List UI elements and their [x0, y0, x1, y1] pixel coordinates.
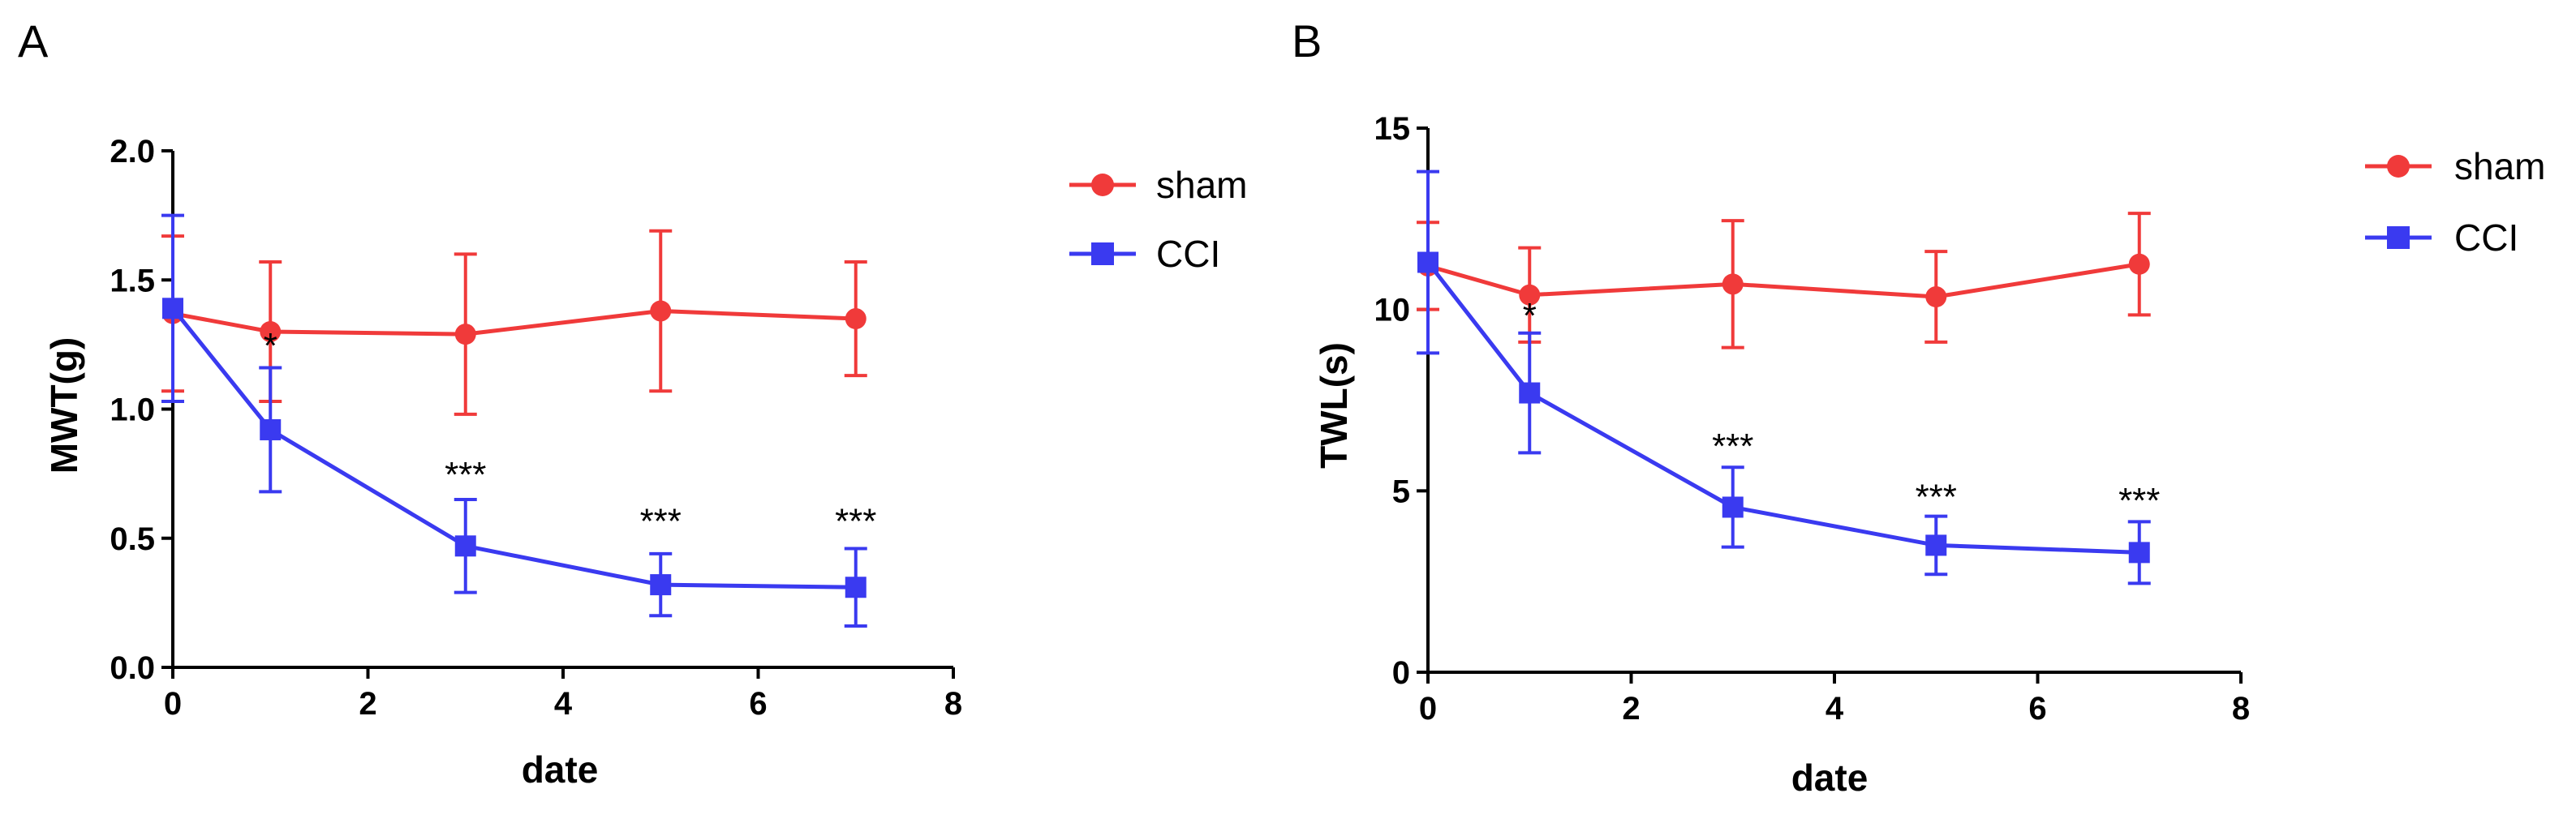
data-point-sham [1519, 284, 1541, 306]
x-axis-label: date [522, 748, 599, 791]
y-tick-label: 5 [1392, 474, 1410, 509]
x-tick-label: 8 [2232, 691, 2250, 727]
x-tick-label: 0 [164, 686, 182, 722]
legend-item-cci: CCI [2365, 217, 2518, 259]
x-tick-label: 8 [944, 686, 962, 722]
y-axis-label: TWL(s) [1313, 342, 1355, 469]
data-point-cci [1519, 382, 1541, 404]
data-point-cci [162, 298, 183, 319]
significance-label: *** [835, 501, 876, 541]
legend-item-cci: CCI [1069, 233, 1220, 275]
data-point-sham [1925, 286, 1947, 308]
x-tick-label: 2 [1622, 691, 1640, 727]
x-axis-label: date [1791, 757, 1869, 799]
legend: sham CCI [2365, 145, 2545, 259]
legend-marker-cci [1091, 242, 1114, 265]
y-tick-label: 10 [1374, 293, 1411, 328]
y-tick-label: 0 [1392, 655, 1410, 691]
data-point-cci [650, 574, 672, 596]
significance-label: *** [1712, 427, 1753, 466]
significance-label: * [264, 326, 277, 366]
x-tick-label: 0 [1419, 691, 1437, 727]
legend: sham CCI [1069, 164, 1247, 275]
significance-label: *** [2118, 481, 2160, 521]
y-tick-label: 2.0 [110, 134, 155, 169]
significance-label: *** [1916, 478, 1957, 517]
data-point-cci [845, 577, 867, 598]
y-tick-label: 0.0 [110, 650, 155, 686]
y-tick-label: 0.5 [110, 521, 155, 557]
data-point-cci [260, 418, 282, 440]
data-point-sham [650, 300, 672, 322]
legend-marker-cci [2387, 226, 2410, 249]
x-tick-label: 2 [359, 686, 376, 722]
y-axis-label: MWT(g) [43, 337, 85, 474]
legend-marker-sham [2387, 155, 2410, 178]
legend-label-sham: sham [1156, 164, 1247, 206]
data-point-cci [1722, 496, 1744, 518]
legend-label-cci: CCI [1156, 233, 1220, 275]
data-point-sham [260, 320, 282, 342]
significance-label: *** [445, 455, 486, 495]
x-tick-label: 4 [1826, 691, 1844, 727]
panel-label: B [1292, 15, 1322, 66]
data-point-cci [1417, 251, 1439, 273]
plot-area: 0.00.51.01.52.00 2 4 6 8******* *** [110, 134, 962, 722]
significance-label: *** [640, 501, 682, 541]
data-point-cci [1925, 534, 1947, 556]
panel-a: A 0.00.51.01.52.00 2 4 6 8******* *** date MW… [18, 15, 1247, 791]
x-tick-label: 4 [554, 686, 573, 722]
data-point-cci [454, 535, 476, 557]
legend-item-sham: sham [2365, 145, 2545, 187]
panel-label: A [18, 15, 49, 66]
y-tick-label: 15 [1374, 111, 1411, 147]
y-tick-label: 1.5 [110, 263, 155, 298]
legend-label-sham: sham [2454, 145, 2545, 187]
x-tick-label: 6 [2028, 691, 2046, 727]
data-point-cci [2128, 542, 2150, 564]
legend-marker-sham [1091, 174, 1114, 196]
data-point-sham [845, 308, 867, 330]
legend-label-cci: CCI [2454, 217, 2518, 259]
x-tick-label: 6 [749, 686, 767, 722]
y-tick-label: 1.0 [110, 392, 155, 428]
data-point-sham [454, 324, 476, 345]
legend-item-sham: sham [1069, 164, 1247, 206]
significance-label: * [1523, 296, 1537, 336]
data-point-sham [2128, 253, 2150, 275]
data-point-sham [1722, 273, 1744, 295]
